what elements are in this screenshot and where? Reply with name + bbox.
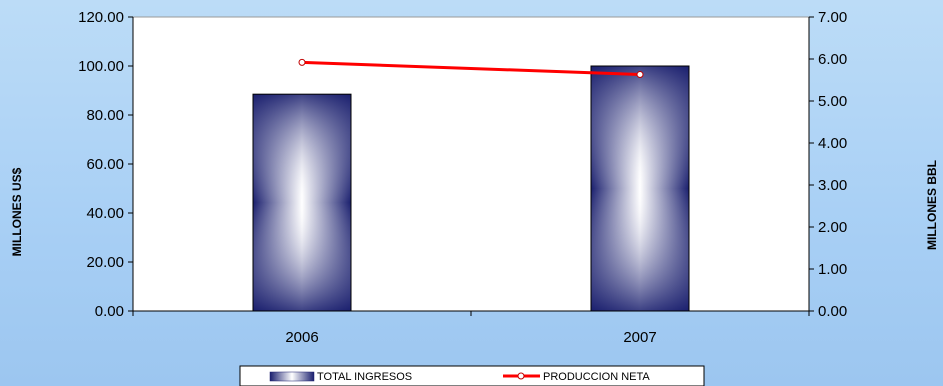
y2-axis-title: MILLONES BBL [925,160,939,250]
plot-area [132,16,810,312]
legend-label-produccion-neta: PRODUCCION NETA [543,371,650,383]
left-axis: 0.00 20.00 40.00 60.00 80.00 100.00 120.00 [78,9,134,320]
y2-tick-label: 6.00 [818,51,847,68]
legend-swatch-marker [517,372,525,380]
y-tick-label: 100.00 [78,58,124,75]
bar-shade [590,65,690,312]
y-tick-label: 0.00 [95,303,124,320]
right-axis: 0.00 1.00 2.00 3.00 4.00 5.00 6.00 7.00 [808,9,847,320]
y-tick-label: 120.00 [78,9,124,26]
y2-tick-label: 1.00 [818,261,847,278]
legend-swatch-total-ingresos [269,371,315,382]
x-tick-label: 2006 [285,329,318,346]
y-tick-label: 80.00 [86,107,124,124]
y-tick-label: 40.00 [86,205,124,222]
series-line [301,60,641,77]
legend-label-total-ingresos: TOTAL INGRESOS [317,371,412,383]
x-axis: 2006 2007 [132,310,810,346]
line-point [298,58,306,66]
bar [252,93,352,312]
x-tick-label: 2007 [623,329,656,346]
bars-layer [252,65,690,312]
y2-tick-label: 0.00 [818,303,847,320]
y2-tick-label: 5.00 [818,93,847,110]
y-axis-title: MILLONES US$ [10,167,24,256]
y2-tick-label: 3.00 [818,177,847,194]
legend-box [239,365,705,386]
y2-tick-label: 4.00 [818,135,847,152]
line-point [636,71,644,79]
bar [590,65,690,312]
y-tick-label: 20.00 [86,254,124,271]
y-tick-label: 60.00 [86,156,124,173]
y2-tick-label: 7.00 [818,9,847,26]
legend: TOTAL INGRESOS PRODUCCION NETA [239,365,705,386]
y2-tick-label: 2.00 [818,219,847,236]
bar-shade [252,93,352,312]
line-layer [298,58,644,79]
